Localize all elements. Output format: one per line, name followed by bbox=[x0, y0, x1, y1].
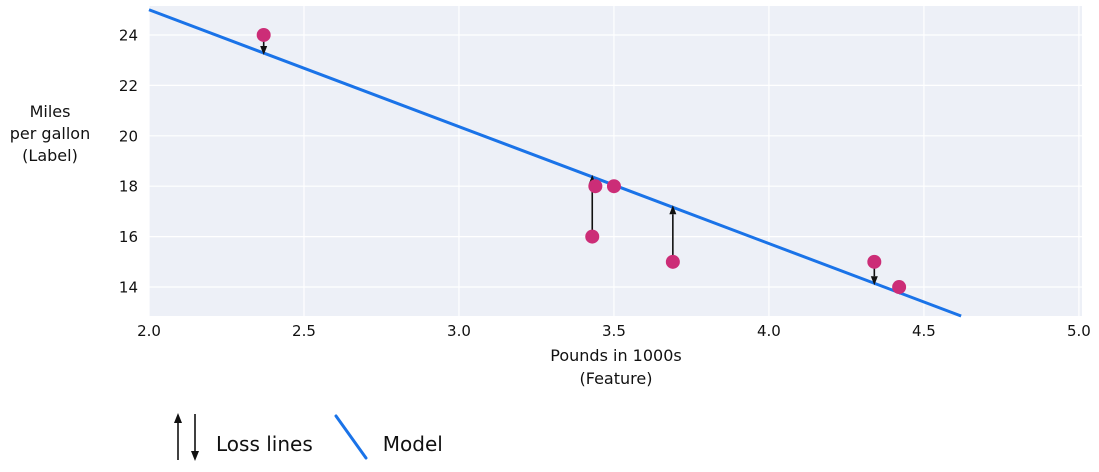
data-point bbox=[585, 229, 600, 244]
data-point bbox=[867, 254, 882, 269]
y-tick-label: 22 bbox=[119, 77, 138, 95]
y-tick-label: 16 bbox=[119, 228, 138, 246]
model-line-icon bbox=[334, 414, 368, 460]
data-point bbox=[665, 254, 680, 269]
loss-lines-legend-label: Loss lines bbox=[216, 432, 313, 456]
x-tick-label: 4.5 bbox=[912, 322, 936, 340]
loss-arrowhead bbox=[669, 205, 677, 215]
loss-arrowhead bbox=[870, 276, 878, 286]
data-point bbox=[256, 27, 271, 42]
loss-arrowhead bbox=[260, 46, 268, 56]
plot-background bbox=[149, 6, 1082, 316]
y-axis-label: Miles per gallon (Label) bbox=[0, 101, 100, 167]
y-tick-label: 20 bbox=[119, 127, 138, 145]
x-tick-label: 2.5 bbox=[292, 322, 316, 340]
y-tick-label: 18 bbox=[119, 178, 138, 196]
y-axis-label-line: per gallon bbox=[9, 124, 91, 143]
x-tick-label: 3.5 bbox=[602, 322, 626, 340]
x-tick-label: 5.0 bbox=[1067, 322, 1091, 340]
y-tick-label: 24 bbox=[119, 26, 138, 44]
model-line bbox=[148, 8, 962, 318]
y-tick-label: 14 bbox=[119, 279, 138, 297]
chart-legend: Loss lines Model bbox=[166, 410, 443, 464]
x-axis-label-line: Pounds in 1000s bbox=[550, 346, 682, 365]
x-axis-label-line: (Feature) bbox=[579, 369, 653, 388]
data-point bbox=[892, 280, 907, 295]
x-tick-label: 3.0 bbox=[447, 322, 471, 340]
x-tick-label: 2.0 bbox=[137, 322, 161, 340]
x-axis-label: Pounds in 1000s (Feature) bbox=[465, 344, 767, 390]
loss-lines-arrows-icon bbox=[174, 413, 199, 461]
data-point bbox=[588, 179, 603, 194]
data-point bbox=[606, 179, 621, 194]
y-axis-label-line: Miles bbox=[29, 102, 71, 121]
y-axis-label-line: (Label) bbox=[22, 146, 78, 165]
model-legend-label: Model bbox=[382, 432, 443, 456]
x-tick-label: 4.0 bbox=[757, 322, 781, 340]
